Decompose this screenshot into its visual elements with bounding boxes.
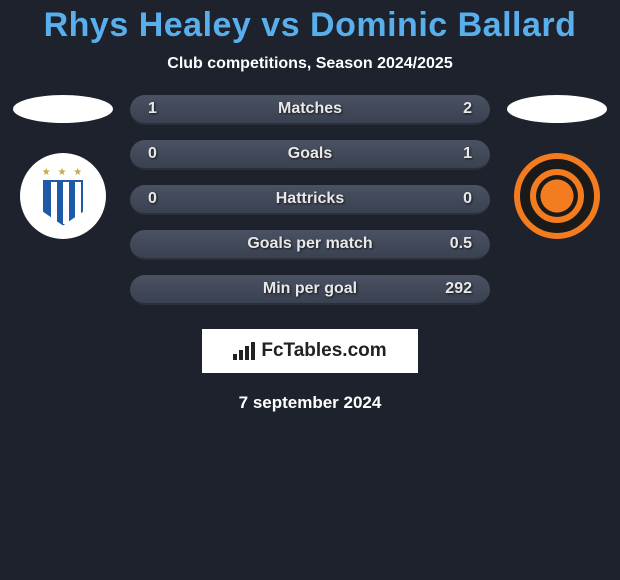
stat-left-value: 0 <box>148 190 188 208</box>
right-country-ellipse <box>507 95 607 123</box>
stat-label: Hattricks <box>188 190 432 208</box>
bars-icon <box>233 342 255 360</box>
stat-right-value: 2 <box>432 100 472 118</box>
left-player-col: ★ ★ ★ <box>8 95 118 239</box>
left-club-badge: ★ ★ ★ <box>20 153 106 239</box>
stat-bar: Min per goal292 <box>130 275 490 305</box>
stat-label: Min per goal <box>188 280 432 298</box>
stat-left-value: 0 <box>148 145 188 163</box>
stat-right-value: 1 <box>432 145 472 163</box>
comparison-main: ★ ★ ★ 1Matches20Goals10Hattricks0Goals p… <box>0 95 620 305</box>
brand-text: FcTables.com <box>261 340 386 362</box>
stat-right-value: 292 <box>432 280 472 298</box>
stat-bar: 0Goals1 <box>130 140 490 170</box>
stat-label: Goals per match <box>188 235 432 253</box>
stat-bar: 1Matches2 <box>130 95 490 125</box>
subtitle: Club competitions, Season 2024/2025 <box>0 55 620 73</box>
right-player-col <box>502 95 612 239</box>
date-line: 7 september 2024 <box>0 393 620 413</box>
stat-bars: 1Matches20Goals10Hattricks0Goals per mat… <box>130 95 490 305</box>
stat-right-value: 0.5 <box>432 235 472 253</box>
stat-right-value: 0 <box>432 190 472 208</box>
page-title: Rhys Healey vs Dominic Ballard <box>0 6 620 45</box>
right-club-badge <box>514 153 600 239</box>
huddersfield-crest-icon: ★ ★ ★ <box>20 153 106 239</box>
stat-label: Matches <box>188 100 432 118</box>
stat-bar: Goals per match0.5 <box>130 230 490 260</box>
stat-label: Goals <box>188 145 432 163</box>
stat-left-value: 1 <box>148 100 188 118</box>
brand-box: FcTables.com <box>202 329 418 373</box>
stat-bar: 0Hattricks0 <box>130 185 490 215</box>
left-country-ellipse <box>13 95 113 123</box>
